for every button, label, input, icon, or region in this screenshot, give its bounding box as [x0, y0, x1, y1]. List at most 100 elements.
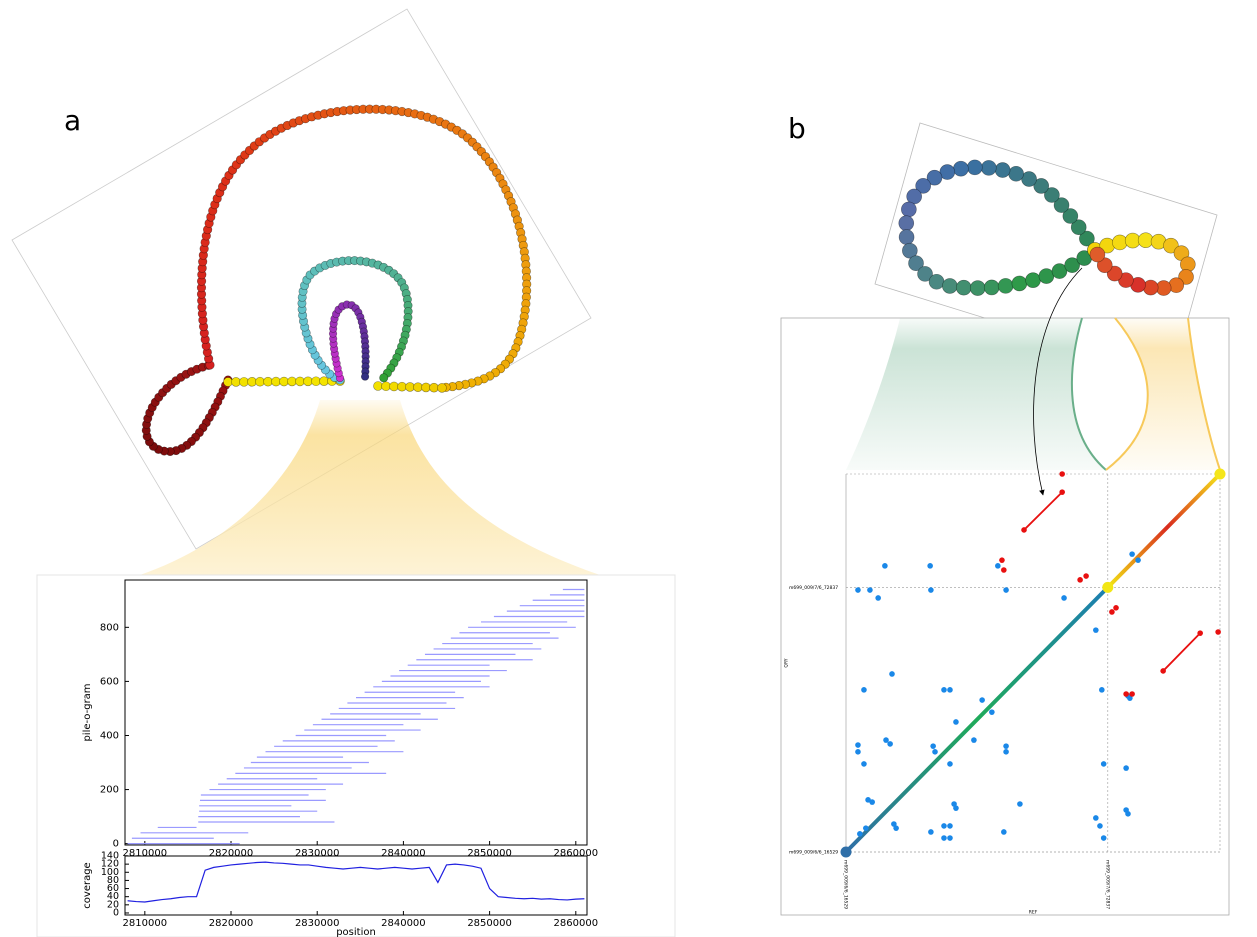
x-axis-label: position: [336, 927, 376, 937]
node-bead: [1039, 269, 1054, 284]
match-point: [882, 563, 888, 569]
match-point: [941, 687, 947, 693]
match-point: [1077, 577, 1083, 583]
match-point: [1129, 551, 1135, 557]
match-point: [1003, 743, 1009, 749]
chart-panel: [37, 575, 675, 937]
node-bead: [389, 382, 398, 391]
match-point: [1059, 489, 1065, 495]
match-point: [1123, 691, 1129, 697]
y-axis-label: coverage: [82, 862, 93, 908]
match-point: [927, 563, 933, 569]
match-point: [1059, 471, 1065, 477]
x-tick-label: m699_009/6/6_16529: [843, 860, 849, 909]
node-bead: [239, 377, 248, 386]
node-bead: [942, 278, 957, 293]
match-point: [875, 595, 881, 601]
y-tick-label: 600: [100, 676, 119, 687]
y-tick-label: 0: [113, 839, 119, 850]
match-point: [947, 687, 953, 693]
x-tick-label: 2830000: [295, 918, 340, 929]
x-tick-label: 2860000: [554, 848, 599, 859]
node-bead: [1090, 247, 1105, 262]
x-tick-label: 2820000: [209, 848, 254, 859]
match-point: [1109, 609, 1115, 615]
x-tick-label: 2820000: [209, 918, 254, 929]
match-point: [861, 761, 867, 767]
node-bead: [381, 382, 390, 391]
match-point: [947, 761, 953, 767]
node-bead: [374, 382, 383, 391]
y-tick-label: 400: [100, 730, 119, 741]
node-bead: [929, 274, 944, 289]
diagonal-end: [841, 847, 852, 858]
match-point: [1101, 761, 1107, 767]
match-point: [867, 587, 873, 593]
node-bead: [437, 383, 446, 392]
match-point: [995, 563, 1001, 569]
match-point: [928, 587, 934, 593]
match-point: [930, 743, 936, 749]
match-point: [999, 557, 1005, 563]
node-bead: [1012, 276, 1027, 291]
match-point: [893, 825, 899, 831]
match-point: [953, 805, 959, 811]
match-point: [1001, 829, 1007, 835]
y-tick-label: 200: [100, 785, 119, 796]
y-tick-label: m699_009/7/6_72837: [789, 585, 838, 591]
node-bead: [1143, 280, 1158, 295]
node-bead: [255, 377, 264, 386]
x-tick-label: 2840000: [381, 848, 426, 859]
y-tick-label: 800: [100, 622, 119, 633]
match-point: [947, 835, 953, 841]
node-bead: [224, 378, 233, 387]
x-tick-label: 2830000: [295, 848, 340, 859]
node-bead: [231, 377, 240, 386]
diagonal-end: [1215, 469, 1226, 480]
node-bead: [1026, 273, 1041, 288]
match-point: [1003, 587, 1009, 593]
match-point: [857, 831, 863, 837]
match-point: [1099, 687, 1105, 693]
diagonal-end: [1102, 582, 1113, 593]
node-bead: [361, 373, 369, 381]
match-point: [883, 737, 889, 743]
match-point: [887, 741, 893, 747]
match-point: [1001, 567, 1007, 573]
node-bead: [899, 230, 914, 245]
match-point: [869, 799, 875, 805]
panel-label: a: [64, 104, 81, 137]
x-tick-label: m699_009/7/6_72837: [1104, 860, 1110, 909]
match-point: [1123, 765, 1129, 771]
node-bead: [319, 377, 328, 386]
match-point: [1135, 557, 1141, 563]
match-point: [1101, 835, 1107, 841]
node-bead: [901, 202, 916, 217]
match-point: [1113, 605, 1119, 611]
match-point: [1021, 527, 1027, 533]
node-bead: [984, 280, 999, 295]
node-bead: [311, 377, 320, 386]
x-tick-label: 2810000: [123, 918, 168, 929]
x-tick-label: 2860000: [554, 918, 599, 929]
match-point: [1061, 595, 1067, 601]
match-point: [971, 737, 977, 743]
node-bead: [429, 383, 438, 392]
match-point: [1129, 691, 1135, 697]
x-tick-label: 2850000: [467, 918, 512, 929]
match-point: [1093, 815, 1099, 821]
match-point: [863, 825, 869, 831]
node-bead: [295, 377, 304, 386]
match-point: [1160, 668, 1166, 674]
x-tick-label: 2810000: [123, 848, 168, 859]
node-bead: [956, 280, 971, 295]
node-bead: [1112, 235, 1127, 250]
node-bead: [279, 377, 288, 386]
panel-label: b: [788, 112, 806, 145]
match-point: [928, 829, 934, 835]
node-bead: [397, 382, 406, 391]
node-bead: [380, 374, 388, 382]
match-point: [932, 749, 938, 755]
node-bead: [981, 160, 996, 175]
y-axis-label: pile-o-gram: [82, 683, 93, 741]
